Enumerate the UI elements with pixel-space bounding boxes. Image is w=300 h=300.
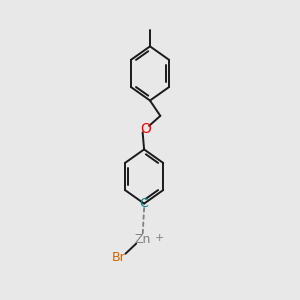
Text: +: + — [155, 233, 164, 243]
Text: C: C — [140, 197, 148, 210]
Text: Zn: Zn — [134, 233, 151, 246]
Text: Br: Br — [112, 251, 126, 264]
Text: O: O — [140, 122, 151, 136]
